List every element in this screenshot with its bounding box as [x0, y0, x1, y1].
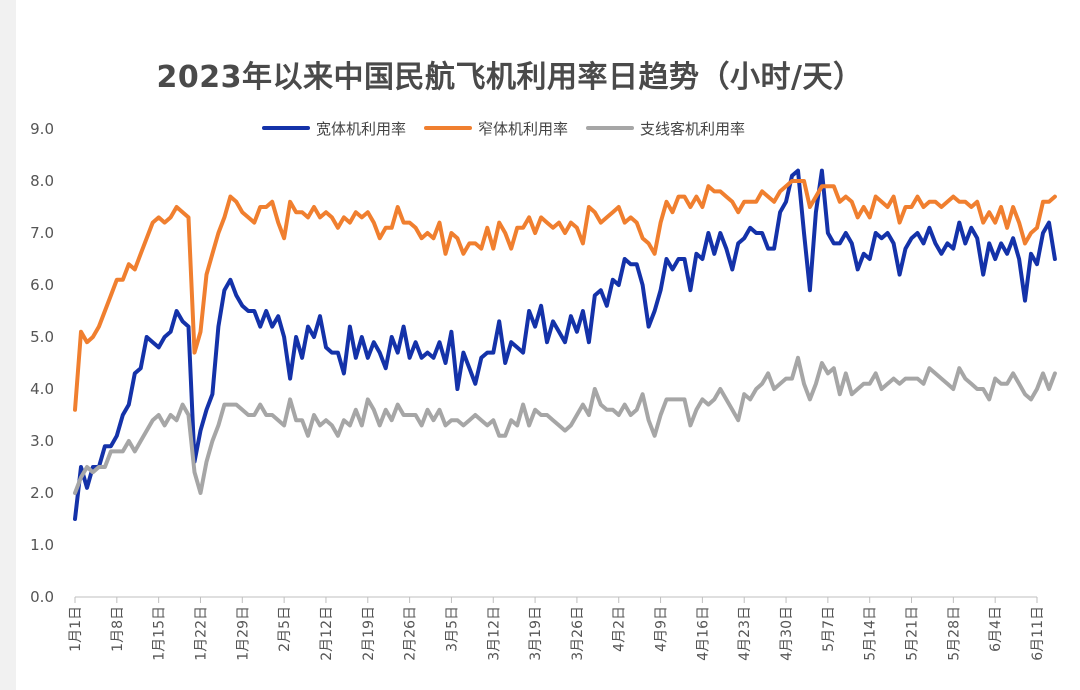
y-tick-label: 9.0 [30, 120, 54, 138]
y-axis-tick-labels: 0.0 1.0 2.0 3.0 4.0 5.0 6.0 7.0 8.0 9.0 [30, 120, 54, 606]
x-tick-label: 6月4日 [988, 606, 1004, 652]
y-tick-label: 4.0 [30, 380, 54, 398]
y-tick-label: 6.0 [30, 276, 54, 294]
x-tick-label: 1月29日 [235, 606, 251, 661]
x-tick-label: 3月5日 [444, 606, 460, 652]
series-line-widebody [73, 168, 1057, 521]
x-tick-label: 2月26日 [403, 606, 419, 661]
y-tick-label: 1.0 [30, 536, 54, 554]
legend-label-narrowbody: 窄体机利用率 [478, 119, 569, 138]
legend-item-widebody: 宽体机利用率 [262, 118, 406, 139]
x-tick-label: 1月1日 [68, 606, 84, 652]
legend-item-regional: 支线客机利用率 [586, 118, 745, 139]
x-tick-label: 5月14日 [863, 606, 879, 661]
series-line-narrowbody [73, 179, 1057, 412]
legend-label-widebody: 宽体机利用率 [316, 119, 407, 138]
x-tick-label: 2月12日 [319, 606, 335, 661]
x-tick-label: 4月23日 [737, 606, 753, 661]
chart-title: 2023年以来中国民航飞机利用率日趋势（小时/天） [156, 60, 864, 95]
y-tick-label: 3.0 [30, 432, 54, 450]
x-tick-label: 4月2日 [612, 606, 628, 652]
x-tick-label: 4月9日 [654, 606, 670, 652]
x-tick-label: 6月11日 [1030, 606, 1046, 661]
x-tick-label: 1月22日 [193, 606, 209, 661]
left-margin-strip [0, 0, 16, 690]
x-tick-label: 2月5日 [277, 606, 293, 652]
y-tick-label: 0.0 [30, 588, 54, 606]
x-axis: 1月1日 1月8日 1月15日 1月22日 1月29日 2月5日 2月12日 2月19日 2月2… [68, 596, 1046, 661]
legend-swatch-narrowbody [424, 126, 473, 130]
chart-legend: 宽体机利用率 窄体机利用率 支线客机利用率 [262, 116, 745, 140]
series-lines [73, 168, 1057, 521]
legend-swatch-widebody [262, 126, 310, 130]
y-tick-label: 5.0 [30, 328, 54, 346]
x-tick-label: 5月28日 [946, 606, 962, 661]
y-tick-label: 2.0 [30, 484, 54, 502]
x-tick-label: 5月21日 [905, 606, 921, 661]
x-tick-label: 3月26日 [570, 606, 586, 661]
x-tick-label: 4月30日 [779, 606, 795, 661]
x-tick-label: 1月8日 [110, 606, 126, 652]
x-tick-label: 1月15日 [152, 606, 168, 661]
legend-item-narrowbody: 窄体机利用率 [424, 118, 568, 139]
x-tick-label: 4月16日 [695, 606, 711, 661]
legend-label-regional: 支线客机利用率 [640, 119, 746, 138]
x-tick-label: 2月19日 [361, 606, 377, 661]
y-tick-label: 8.0 [30, 172, 54, 190]
x-tick-label: 5月7日 [821, 606, 837, 652]
y-tick-label: 7.0 [30, 224, 54, 242]
x-tick-label: 3月12日 [486, 606, 502, 661]
series-line-regional [73, 355, 1057, 495]
x-tick-label: 3月19日 [528, 606, 544, 661]
legend-swatch-regional [586, 126, 635, 130]
